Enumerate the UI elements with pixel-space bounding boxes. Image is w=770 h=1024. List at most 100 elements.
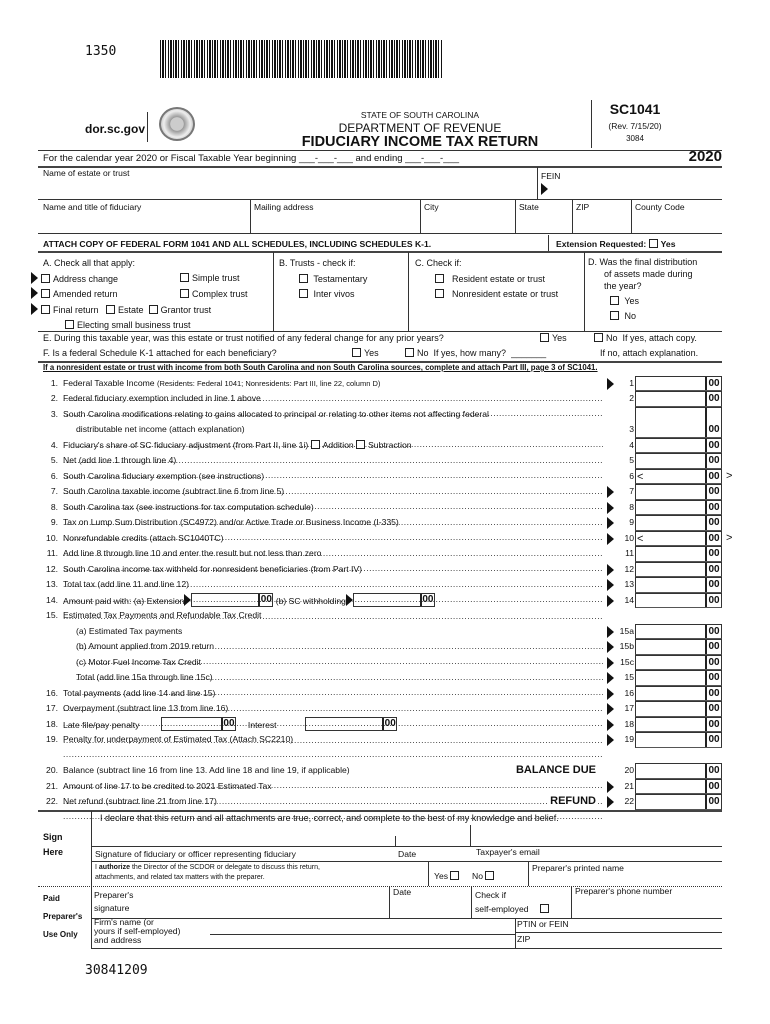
inter-vivos-checkbox[interactable] [299, 289, 308, 298]
extension-yes-checkbox[interactable] [648, 239, 658, 248]
question-f: F. Is a federal Schedule K-1 attached fo… [43, 348, 277, 358]
beneficiary-count-field[interactable]: _______ [511, 348, 547, 358]
grantor-trust-checkbox[interactable] [148, 304, 158, 314]
e-no-checkbox[interactable] [594, 333, 603, 342]
self-employed-checkbox[interactable] [540, 904, 550, 913]
amount-input-line-6[interactable]: <00 [635, 468, 722, 484]
city-field[interactable]: City [424, 202, 439, 212]
preparer-zip-field[interactable]: ZIP [517, 934, 531, 944]
amount-input-line-5[interactable]: 00 [635, 453, 722, 469]
cents: 00 [705, 407, 721, 437]
amount-input-line-15[interactable]: 00 [635, 670, 722, 686]
line-item: 10. Nonrefundable credits (attach SC1040T… [38, 530, 738, 546]
paid-preparer-label: Paid Preparer's Use Only [43, 894, 83, 939]
arrow-icon [607, 579, 614, 591]
final-return-checkbox[interactable] [41, 304, 50, 314]
line-item: 16. Total payments (add line 14 and line … [38, 685, 738, 701]
preparer-phone-field[interactable]: Preparer's phone number [575, 886, 673, 896]
late-penalty-amount-input[interactable]: 00 [160, 716, 236, 731]
amount-input-line-21[interactable]: 00 [635, 778, 722, 794]
amount-input-line-3[interactable]: 00 [635, 406, 722, 438]
mailing-address-field[interactable]: Mailing address [254, 202, 314, 212]
resident-checkbox[interactable] [435, 273, 444, 283]
simple-trust-checkbox[interactable] [180, 273, 189, 282]
fein-field[interactable]: FEIN [541, 171, 561, 181]
preparer-signature-field[interactable]: Preparer's signature [94, 890, 134, 913]
amount-input-line-11[interactable]: 00 [635, 546, 722, 562]
zip-field[interactable]: ZIP [576, 202, 590, 212]
amount-input-line-8[interactable]: 00 [635, 499, 722, 515]
amount-input-line-13[interactable]: 00 [635, 577, 722, 593]
state-field[interactable]: State [519, 202, 539, 212]
subtraction-checkbox[interactable] [356, 439, 366, 449]
attach-notice: ATTACH COPY OF FEDERAL FORM 1041 AND ALL… [43, 239, 432, 249]
amount-input-line-9[interactable]: 00 [635, 515, 722, 531]
line-number: 18. [46, 718, 58, 729]
line-label: 4 [629, 439, 634, 450]
complex-trust-checkbox[interactable] [180, 288, 189, 298]
estate-checkbox[interactable] [106, 304, 116, 314]
line-item: 1. Federal Taxable Income (Residents: Fed… [38, 375, 738, 391]
firm-name-field[interactable]: Firm's name (or yours if self-employed) an… [94, 917, 181, 945]
sc-withholding-amount-input[interactable]: 00 [352, 592, 435, 607]
final-distribution-yes-checkbox[interactable] [610, 296, 619, 305]
f-no-checkbox[interactable] [405, 348, 414, 357]
amount-input-line-18[interactable]: 00 [635, 716, 722, 732]
estate-name-field[interactable]: Name of estate or trust [43, 168, 130, 178]
county-code-field[interactable]: County Code [635, 202, 685, 212]
end-date-field[interactable]: ___-___-___ [405, 153, 460, 164]
amount-input-line-1[interactable]: 00 [635, 375, 722, 391]
arrow-icon [607, 672, 614, 684]
testamentary-checkbox[interactable] [299, 273, 308, 283]
amount-input-line-19[interactable]: 00 [635, 732, 722, 748]
amount-input-line-20[interactable]: 00 [635, 763, 722, 779]
cents: 00 [705, 562, 721, 576]
authorize-yes-checkbox[interactable] [450, 871, 460, 880]
line-number: 4. [50, 439, 58, 450]
line-text: Late file/pay penalty 00 Interest 00 [63, 716, 603, 748]
authorize-no-checkbox[interactable] [485, 871, 495, 880]
interest-amount-input[interactable]: 00 [305, 716, 398, 731]
taxpayer-email-field[interactable]: Taxpayer's email [476, 847, 540, 857]
cents: 00 [705, 438, 721, 452]
addition-checkbox[interactable] [310, 439, 320, 449]
preparer-name-field[interactable]: Preparer's printed name [532, 863, 624, 873]
esbt-checkbox[interactable] [65, 320, 74, 329]
e-yes-checkbox[interactable] [540, 333, 549, 342]
line-item: Total (add line 15a through line 15c)150… [38, 670, 738, 686]
f-note: If no, attach explanation. [600, 348, 699, 358]
preparer-date-field[interactable]: Date [393, 887, 412, 897]
amount-input-line-15b[interactable]: 00 [635, 639, 722, 655]
amount-input-line-15a[interactable]: 00 [635, 623, 722, 639]
amount-input-line-2[interactable]: 00 [635, 391, 722, 407]
signature-field[interactable] [92, 825, 470, 845]
amount-input-line-14[interactable]: 00 [635, 592, 722, 608]
line-number: 8. [50, 501, 58, 512]
cents: 00 [705, 640, 721, 654]
amount-input-line-17[interactable]: 00 [635, 701, 722, 717]
begin-date-field[interactable]: ___-___-___ [298, 153, 353, 164]
f-yes-checkbox[interactable] [352, 348, 361, 357]
line-label: 22 [624, 796, 634, 806]
extension-amount-input[interactable]: 00 [191, 592, 274, 607]
line-item: 8. South Carolina tax (see instructions f… [38, 499, 738, 515]
nonresident-checkbox[interactable] [435, 289, 444, 298]
amount-input-line-15c[interactable]: 00 [635, 654, 722, 670]
line-text: South Carolina tax (see instructions for… [63, 500, 603, 530]
amended-return-checkbox[interactable] [41, 289, 50, 298]
amount-input-line-10[interactable]: <00 [635, 530, 722, 546]
line-label: 15 [624, 672, 634, 682]
line-text: South Carolina modifications relating to… [63, 408, 489, 419]
amount-input-line-12[interactable]: 00 [635, 561, 722, 577]
cents: 00 [705, 795, 721, 809]
amount-input-line-4[interactable]: 00 [635, 437, 722, 453]
ptin-field[interactable]: PTIN or FEIN [517, 919, 569, 929]
amount-input-line-16[interactable]: 00 [635, 685, 722, 701]
amount-input-line-7[interactable]: 00 [635, 484, 722, 500]
arrow-icon [607, 718, 614, 731]
address-change-checkbox[interactable] [41, 273, 50, 283]
amount-input-line-22[interactable]: 00 [635, 794, 722, 810]
fiduciary-name-field[interactable]: Name and title of fiduciary [43, 202, 142, 212]
final-distribution-no-checkbox[interactable] [610, 311, 619, 320]
form-code: 3084 [626, 134, 644, 143]
